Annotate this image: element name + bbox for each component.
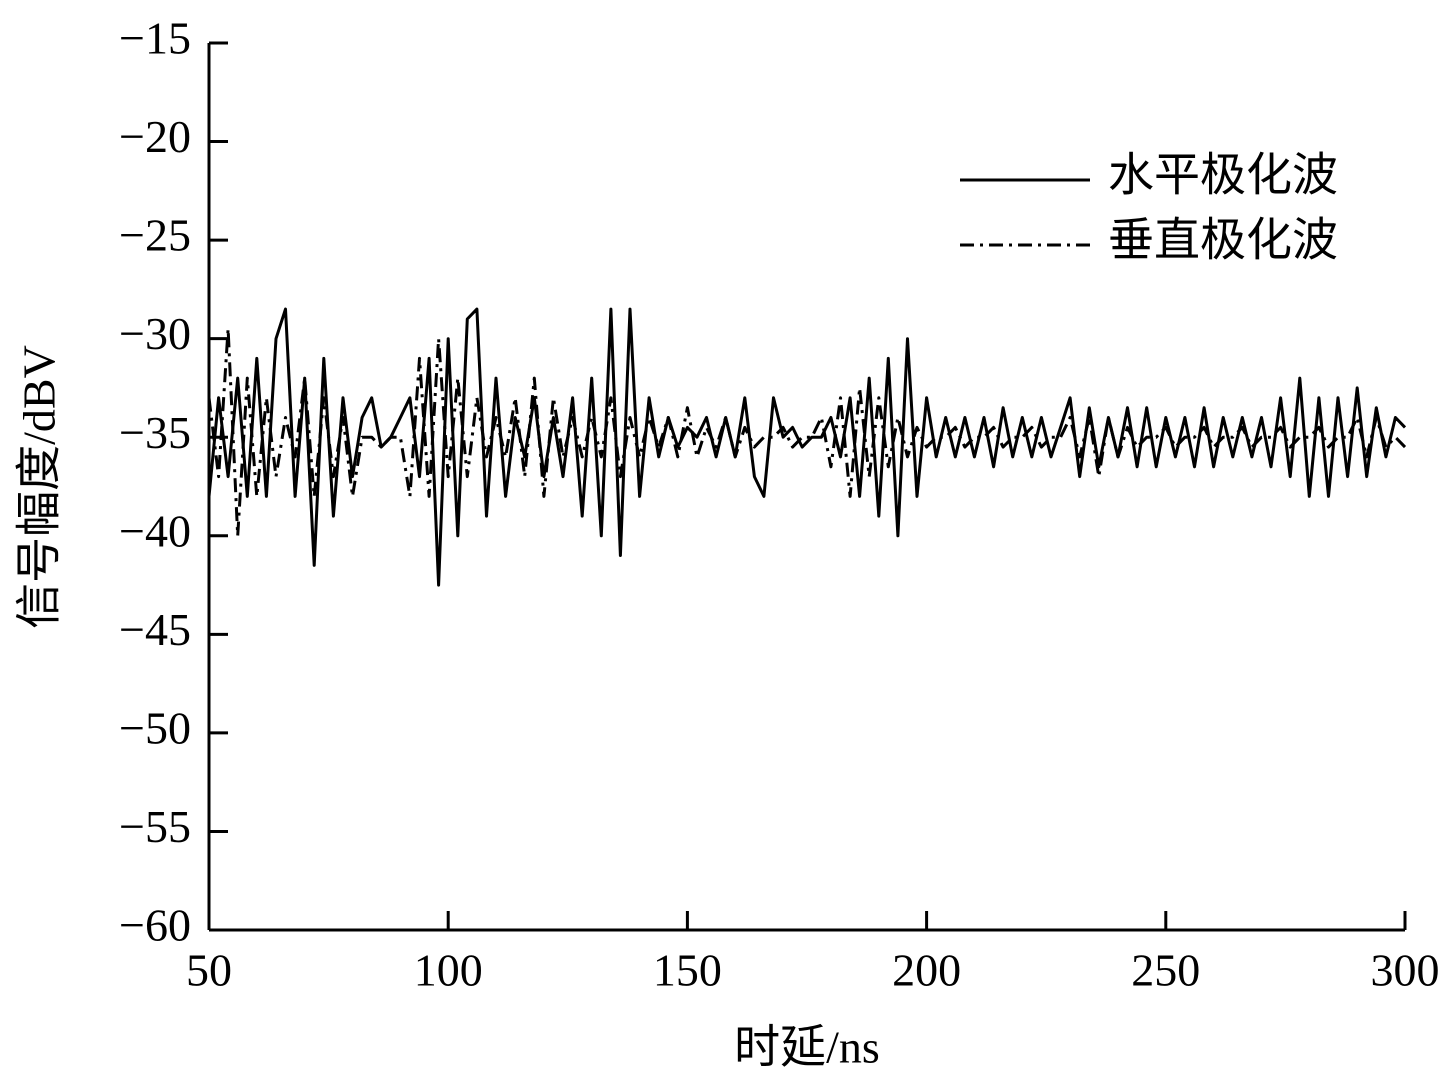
y-tick-label: −30 [119, 308, 191, 359]
y-tick-label: −50 [119, 702, 191, 753]
x-tick-label: 150 [653, 945, 722, 996]
y-tick-label: −55 [119, 801, 191, 852]
x-tick-label: 50 [186, 945, 232, 996]
y-tick-label: −15 [119, 13, 191, 64]
y-tick-label: −25 [119, 210, 191, 261]
legend-label: 垂直极化波 [1108, 215, 1338, 266]
x-tick-label: 100 [414, 945, 483, 996]
x-axis-label: 时延/ns [734, 1022, 880, 1073]
x-tick-label: 250 [1131, 945, 1200, 996]
y-tick-label: −60 [119, 900, 191, 951]
data-line [207, 327, 1407, 538]
y-tick-label: −45 [119, 604, 191, 655]
x-tick-label: 200 [892, 945, 961, 996]
y-axis-label: 信号幅度/dBV [14, 345, 65, 629]
y-tick-label: −35 [119, 407, 191, 458]
legend-label: 水平极化波 [1108, 150, 1338, 201]
y-tick-label: −40 [119, 505, 191, 556]
y-tick-label: −20 [119, 111, 191, 162]
data-line [207, 307, 1407, 587]
x-tick-label: 300 [1371, 945, 1440, 996]
